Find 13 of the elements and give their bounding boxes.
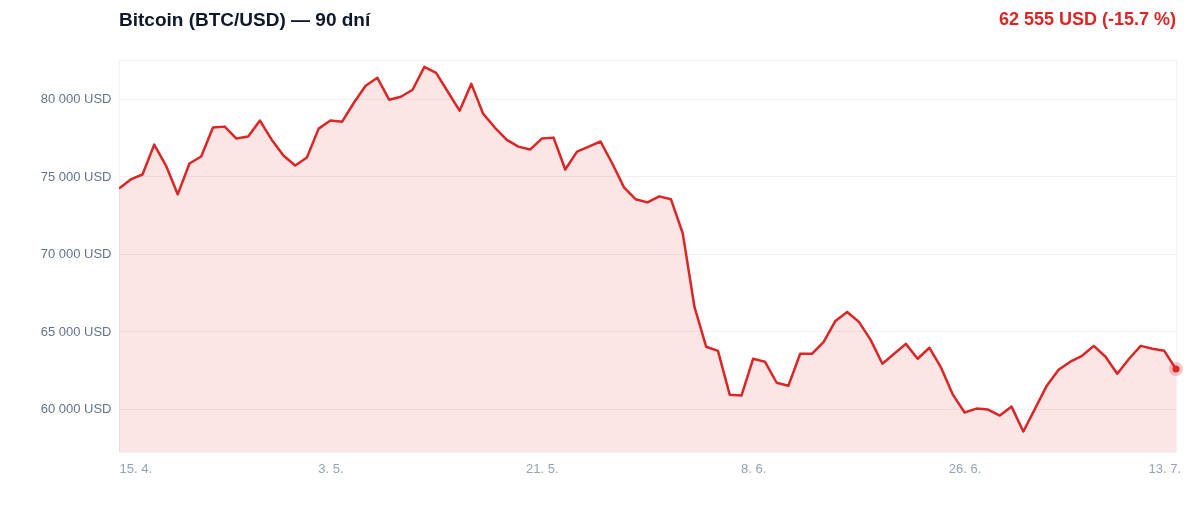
x-tick-label: 13. 7. bbox=[1148, 460, 1182, 476]
y-tick-label: 60 000 USD bbox=[40, 401, 112, 417]
y-tick-label: 80 000 USD bbox=[40, 91, 112, 107]
y-tick-label: 70 000 USD bbox=[40, 246, 112, 262]
x-tick-label: 21. 5. bbox=[526, 460, 559, 476]
x-tick-label: 15. 4. bbox=[119, 460, 153, 476]
x-tick-label: 8. 6. bbox=[741, 460, 767, 476]
x-tick-label: 3. 5. bbox=[318, 460, 344, 476]
y-tick-label: 75 000 USD bbox=[40, 168, 112, 184]
y-tick-label: 65 000 USD bbox=[40, 323, 112, 339]
text: 62 555 USD (-15.7 %) bbox=[998, 9, 1176, 29]
x-tick-label: 26. 6. bbox=[948, 460, 982, 476]
chart-title: Bitcoin (BTC/USD) — 90 dní bbox=[119, 9, 371, 30]
